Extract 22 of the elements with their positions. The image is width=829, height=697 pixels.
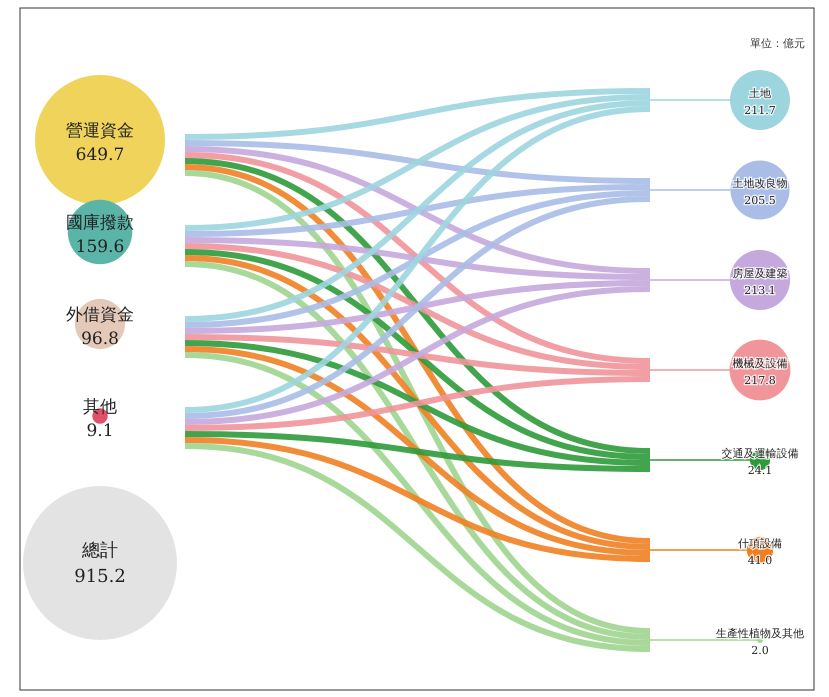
- data-label: 217.8: [744, 374, 776, 387]
- text: 915.2: [74, 566, 126, 587]
- data-label: 159.6: [76, 237, 124, 257]
- data-label: 24.1: [748, 464, 772, 477]
- data-label: 9.1: [86, 421, 114, 441]
- text: 總計: [81, 540, 118, 561]
- data-label: 211.7: [744, 104, 776, 117]
- text: 單位：億元: [750, 37, 805, 50]
- category-label: 機械及設備: [732, 357, 788, 370]
- category-label: 房屋及建築: [732, 267, 788, 280]
- data-label: 2.0: [751, 644, 769, 657]
- data-label: 213.1: [744, 284, 776, 297]
- category-label: 外借資金: [66, 305, 134, 325]
- data-label: 649.7: [76, 145, 124, 165]
- category-label: 生產性植物及其他: [716, 627, 804, 640]
- data-label: 96.8: [81, 329, 119, 349]
- category-label: 其他: [83, 397, 117, 417]
- data-label: 205.5: [744, 194, 776, 207]
- category-label: 什項設備: [738, 537, 782, 550]
- category-label: 土地改良物: [732, 177, 788, 190]
- category-label: 土地: [749, 87, 771, 100]
- category-label: 營運資金: [66, 121, 134, 141]
